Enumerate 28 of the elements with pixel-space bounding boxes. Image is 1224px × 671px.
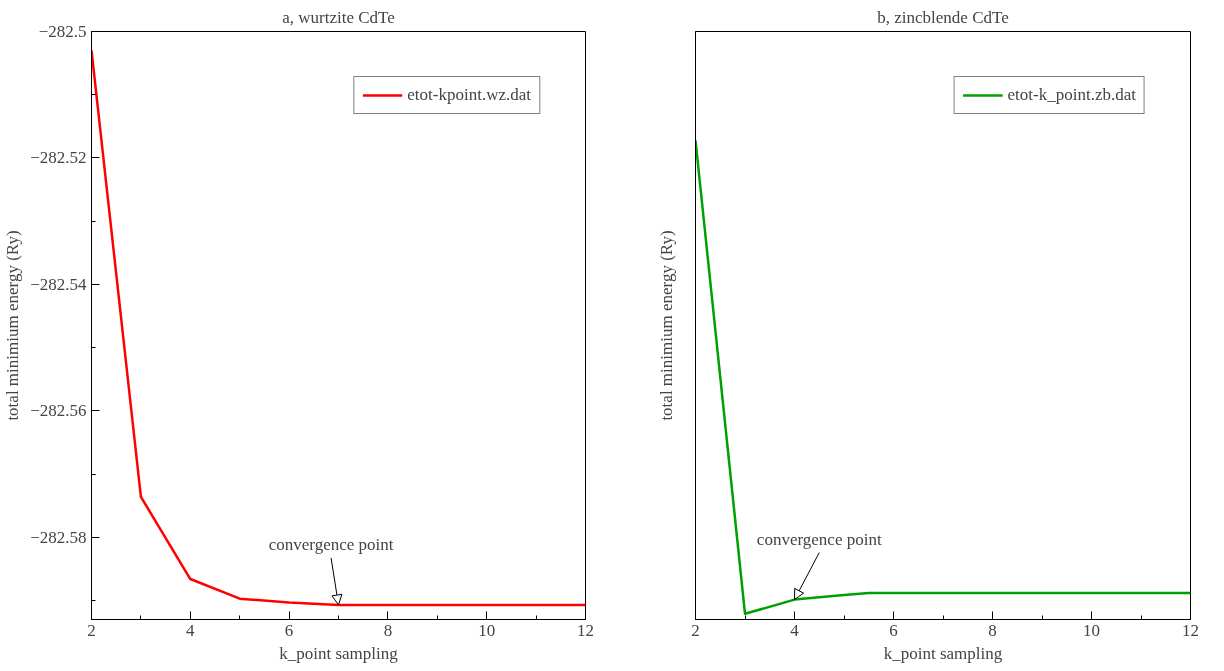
legend-label: etot-kpoint.wz.dat [407, 85, 531, 105]
x-tick-label: 12 [1182, 620, 1199, 640]
x-tick-label: 4 [186, 620, 196, 640]
chart-title: b, zincblende CdTe [877, 7, 1009, 27]
annotation: convergence point [756, 529, 882, 549]
legend-label: etot-k_point.zb.dat [1007, 85, 1136, 105]
x-tick-label: 10 [478, 620, 496, 640]
annotation: convergence point [268, 534, 394, 554]
y-tick-label: −282.58 [30, 527, 87, 547]
x-tick-label: 6 [889, 620, 898, 640]
x-tick-label: 8 [383, 620, 393, 640]
x-tick-label: 2 [691, 620, 700, 640]
x-axis-title: k_point sampling [279, 643, 399, 663]
y-axis-title: total minimium energy (Ry) [3, 230, 23, 421]
line-series [91, 49, 586, 607]
y-tick-label: −282.52 [30, 148, 87, 168]
y-tick-label: −282.5 [38, 22, 87, 41]
y-axis-title: total minimium energy (Ry) [656, 230, 676, 421]
x-tick-label: 4 [790, 620, 800, 640]
chart-title: a, wurtzite CdTe [282, 7, 395, 27]
x-tick-label: 10 [1083, 620, 1100, 640]
y-tick-label: −282.54 [30, 274, 87, 294]
x-tick-label: 6 [284, 620, 294, 640]
x-tick-label: 8 [988, 620, 997, 640]
y-tick-label: −282.56 [30, 401, 87, 421]
x-axis-title: k_point sampling [883, 643, 1003, 663]
x-tick-label: 12 [577, 620, 594, 640]
x-tick-label: 2 [87, 620, 96, 640]
